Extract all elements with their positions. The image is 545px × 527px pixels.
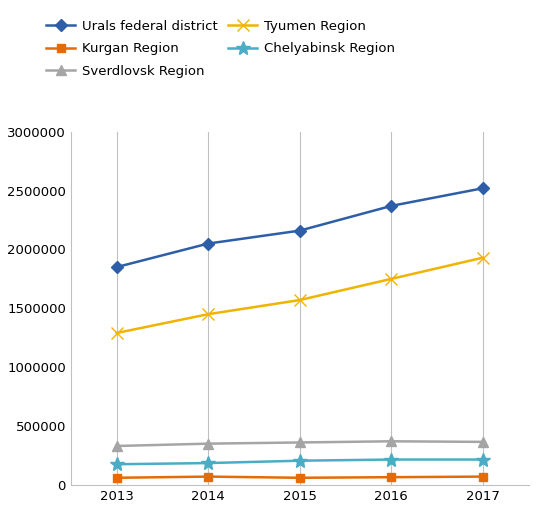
Urals federal district	[205, 240, 211, 247]
Sverdlovsk Region	[113, 443, 120, 449]
Kurgan Region	[296, 475, 303, 481]
Sverdlovsk Region	[296, 440, 303, 446]
Tyumen Region	[388, 276, 395, 282]
Kurgan Region	[388, 474, 395, 480]
Line: Urals federal district: Urals federal district	[112, 184, 487, 271]
Kurgan Region	[113, 475, 120, 481]
Chelyabinsk Region	[205, 460, 211, 466]
Line: Sverdlovsk Region: Sverdlovsk Region	[112, 436, 488, 451]
Tyumen Region	[480, 255, 486, 261]
Tyumen Region	[205, 311, 211, 317]
Urals federal district	[388, 203, 395, 209]
Chelyabinsk Region	[480, 456, 486, 463]
Sverdlovsk Region	[480, 438, 486, 445]
Chelyabinsk Region	[388, 456, 395, 463]
Chelyabinsk Region	[296, 457, 303, 464]
Sverdlovsk Region	[205, 441, 211, 447]
Tyumen Region	[113, 330, 120, 336]
Line: Kurgan Region: Kurgan Region	[112, 472, 487, 482]
Legend: Urals federal district, Kurgan Region, Sverdlovsk Region, Tyumen Region, Chelyab: Urals federal district, Kurgan Region, S…	[41, 15, 400, 83]
Sverdlovsk Region	[388, 438, 395, 444]
Kurgan Region	[480, 473, 486, 480]
Kurgan Region	[205, 473, 211, 480]
Line: Chelyabinsk Region: Chelyabinsk Region	[110, 453, 490, 471]
Urals federal district	[113, 264, 120, 270]
Urals federal district	[296, 228, 303, 234]
Urals federal district	[480, 185, 486, 191]
Tyumen Region	[296, 297, 303, 303]
Line: Tyumen Region: Tyumen Region	[111, 251, 489, 339]
Chelyabinsk Region	[113, 461, 120, 467]
